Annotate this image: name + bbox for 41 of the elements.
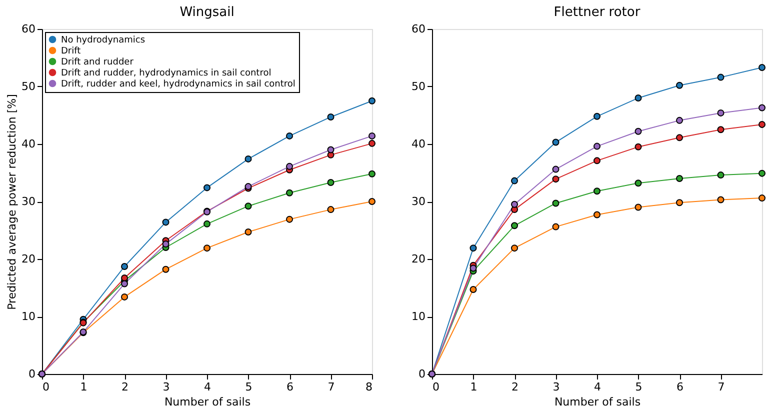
x-tick-label: 4: [204, 380, 211, 394]
x-tick-label: 4: [594, 380, 601, 394]
y-tick-label: 60: [412, 22, 426, 36]
y-tick-label: 40: [22, 138, 36, 150]
y-axis-title: Predicted average power reduction [%]: [6, 94, 19, 310]
x-tick-label: 0: [42, 380, 50, 394]
y-tick-label: 40: [412, 138, 426, 150]
x-tick-label: 7: [328, 380, 335, 394]
x-tick-label: 5: [245, 380, 252, 394]
y-tick-label: 0: [418, 368, 426, 380]
legend-label: No hydrodynamics: [61, 36, 146, 46]
x-tick-label: 1: [470, 380, 478, 394]
x-tick-label: 3: [162, 380, 170, 394]
x-tick-label: 2: [122, 380, 128, 394]
y-tick-label: 30: [22, 195, 36, 208]
legend-label: Drift: [61, 46, 82, 56]
y-tick-label: 10: [412, 310, 426, 323]
x-tick-label: 3: [552, 380, 560, 394]
x-tick-label: 1: [80, 380, 88, 394]
y-tick-label: 0: [28, 368, 36, 380]
chart-title: Wingsail: [180, 5, 234, 20]
x-tick-label: 8: [366, 380, 372, 394]
legend-label: Drift and rudder, hydrodynamics in sail control: [61, 68, 272, 78]
legend-label: Drift and rudder: [61, 58, 134, 68]
y-tick-label: 10: [22, 310, 36, 323]
y-tick-label: 50: [22, 80, 36, 93]
x-tick-label: 6: [676, 380, 684, 394]
y-tick-label: 20: [22, 252, 36, 266]
x-tick-label: 2: [512, 380, 518, 394]
x-tick-label: 0: [432, 380, 440, 394]
legend-label: Drift, rudder and keel, hydrodynamics in sail control: [61, 80, 296, 90]
x-axis-title: Number of sails: [164, 396, 251, 408]
x-axis-title: Number of sails: [554, 396, 641, 408]
chart-title: Flettner rotor: [554, 5, 641, 20]
y-tick-label: 20: [412, 252, 426, 266]
y-tick-label: 50: [412, 80, 426, 93]
y-tick-label: 30: [412, 195, 426, 208]
x-tick-label: 7: [718, 380, 725, 394]
y-tick-label: 60: [22, 22, 36, 36]
x-tick-label: 5: [635, 380, 642, 394]
x-tick-label: 6: [286, 380, 294, 394]
